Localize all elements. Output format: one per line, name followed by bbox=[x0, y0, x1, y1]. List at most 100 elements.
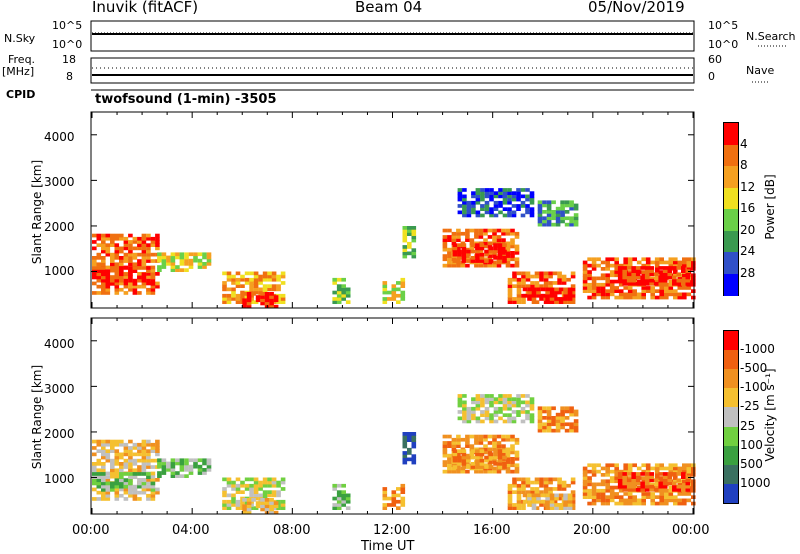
echo-cell bbox=[226, 297, 232, 301]
echo-cell bbox=[141, 490, 147, 495]
echo-cell bbox=[96, 481, 102, 486]
echo-cell bbox=[677, 469, 683, 474]
echo-cell bbox=[475, 188, 481, 192]
echo-cell bbox=[681, 488, 686, 492]
echo-cell bbox=[157, 474, 162, 478]
echo-cell bbox=[132, 266, 138, 270]
echo-cell bbox=[627, 289, 633, 293]
echo-cell bbox=[529, 197, 535, 202]
echo-cell bbox=[262, 274, 268, 279]
echo-cell bbox=[654, 473, 660, 477]
echo-cell bbox=[505, 453, 511, 458]
echo-cell bbox=[407, 232, 412, 236]
echo-cell bbox=[543, 274, 549, 279]
echo-cell bbox=[253, 271, 259, 276]
echo-cell bbox=[179, 461, 185, 466]
echo-cell bbox=[570, 271, 576, 276]
echo-cell bbox=[146, 478, 151, 482]
echo-cell bbox=[400, 496, 406, 501]
echo-cell bbox=[280, 499, 286, 504]
echo-cell bbox=[542, 222, 547, 227]
echo-cell bbox=[137, 481, 142, 486]
echo-cell bbox=[497, 455, 503, 460]
echo-cell bbox=[461, 252, 467, 257]
echo-cell bbox=[465, 231, 470, 236]
echo-cell bbox=[569, 200, 574, 205]
echo-cell bbox=[193, 258, 198, 263]
echo-cell bbox=[505, 247, 511, 252]
echo-cell bbox=[539, 483, 544, 488]
echo-cell bbox=[566, 483, 571, 488]
colorbar-swatch bbox=[724, 166, 738, 188]
echo-cell bbox=[461, 452, 467, 457]
echo-cell bbox=[667, 472, 673, 476]
echo-cell bbox=[480, 213, 485, 218]
echo-cell bbox=[193, 464, 198, 469]
echo-cell bbox=[137, 266, 142, 270]
echo-cell bbox=[587, 469, 592, 474]
echo-cell bbox=[146, 252, 151, 257]
echo-cell bbox=[635, 266, 641, 270]
echo-cell bbox=[484, 191, 490, 195]
echo-cell bbox=[128, 233, 133, 238]
echo-cell bbox=[514, 231, 520, 236]
echo-cell bbox=[682, 292, 687, 297]
echo-cell bbox=[549, 506, 555, 510]
echo-cell bbox=[493, 191, 499, 195]
echo-cell bbox=[582, 279, 588, 284]
echo-cell bbox=[235, 281, 241, 285]
echo-cell bbox=[249, 490, 254, 494]
echo-cell bbox=[631, 478, 636, 483]
echo-cell bbox=[492, 238, 497, 242]
echo-cell bbox=[516, 271, 522, 276]
echo-cell bbox=[132, 475, 138, 479]
echo-cell bbox=[206, 262, 212, 266]
echo-cell bbox=[132, 282, 138, 286]
echo-cell bbox=[560, 412, 565, 417]
echo-cell bbox=[465, 238, 470, 242]
echo-cell bbox=[505, 244, 511, 249]
echo-cell bbox=[521, 487, 526, 491]
echo-cell bbox=[493, 246, 498, 251]
echo-cell bbox=[457, 400, 463, 405]
echo-cell bbox=[226, 480, 232, 485]
echo-cell bbox=[461, 246, 467, 251]
echo-cell bbox=[96, 490, 102, 495]
echo-cell bbox=[573, 419, 579, 423]
echo-cell bbox=[570, 496, 576, 501]
echo-cell bbox=[479, 462, 485, 466]
echo-cell bbox=[691, 263, 696, 268]
echo-cell bbox=[516, 397, 521, 401]
echo-cell bbox=[141, 259, 147, 263]
echo-cell bbox=[411, 248, 417, 252]
echo-cell bbox=[479, 449, 485, 453]
colorbar-swatch bbox=[724, 273, 738, 296]
echo-cell bbox=[659, 286, 664, 290]
echo-cell bbox=[480, 410, 485, 414]
echo-cell bbox=[475, 259, 480, 263]
echo-cell bbox=[673, 273, 678, 278]
echo-cell bbox=[497, 449, 503, 453]
echo-cell bbox=[114, 468, 120, 473]
echo-cell bbox=[600, 260, 606, 265]
echo-cell bbox=[505, 466, 511, 471]
echo-cell bbox=[632, 289, 637, 293]
echo-cell bbox=[101, 462, 106, 466]
echo-cell bbox=[627, 469, 633, 474]
echo-cell bbox=[498, 400, 503, 405]
echo-cell bbox=[480, 188, 485, 192]
echo-cell bbox=[507, 394, 512, 398]
echo-cell bbox=[516, 477, 522, 482]
echo-cell bbox=[462, 416, 467, 421]
echo-cell bbox=[554, 287, 559, 292]
echo-cell bbox=[114, 284, 120, 289]
echo-cell bbox=[141, 246, 147, 251]
echo-cell bbox=[488, 452, 494, 457]
echo-cell bbox=[645, 257, 651, 262]
echo-cell bbox=[672, 488, 677, 492]
echo-cell bbox=[391, 287, 397, 292]
echo-cell bbox=[273, 510, 279, 515]
echo-cell bbox=[132, 462, 138, 466]
echo-cell bbox=[534, 506, 540, 510]
echo-cell bbox=[654, 279, 660, 284]
